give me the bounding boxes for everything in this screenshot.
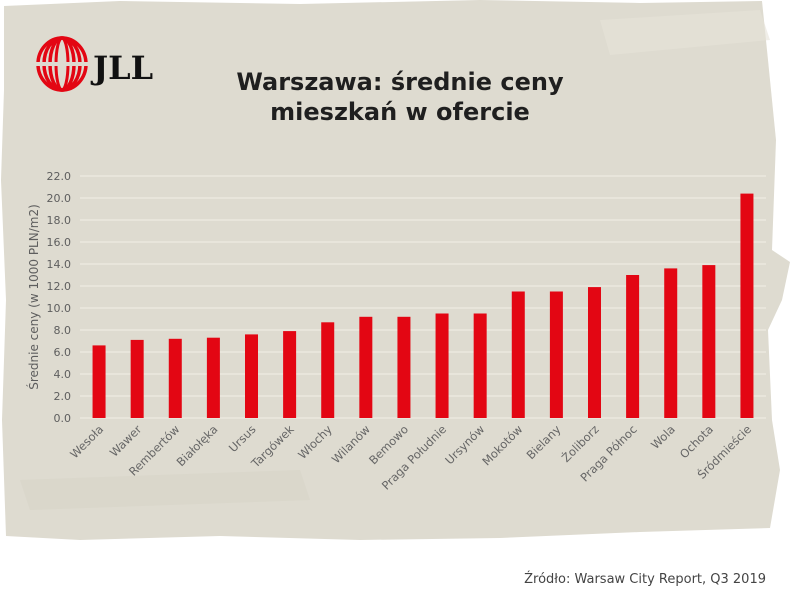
y-axis-ticks: 0.0 2.0 4.0 6.0 8.0 10.0 12.0 14.0 16.0 18.0 20.0 2… — [47, 170, 72, 425]
bar-9 — [435, 313, 449, 418]
bar-5 — [283, 331, 297, 418]
chart-title-line-1: Warszawa: średnie ceny — [236, 68, 564, 96]
bar-2 — [168, 338, 182, 418]
y-tick-label: 10.0 — [47, 302, 72, 315]
paper-streak — [600, 10, 770, 55]
bar-17 — [740, 193, 754, 418]
bar-6 — [321, 322, 335, 418]
y-tick-label: 0.0 — [54, 412, 72, 425]
bar-8 — [397, 316, 411, 418]
bars — [92, 193, 754, 418]
grid-lines — [80, 175, 766, 419]
bar-10 — [473, 313, 487, 418]
logo-wordmark: JLL — [90, 49, 153, 87]
y-tick-label: 4.0 — [54, 368, 72, 381]
bar-0 — [92, 345, 106, 418]
bar-1 — [130, 339, 144, 418]
bar-16 — [702, 265, 716, 418]
y-tick-label: 14.0 — [47, 258, 72, 271]
source-note: Źródło: Warsaw City Report, Q3 2019 — [524, 571, 766, 587]
bar-14 — [626, 275, 640, 418]
bar-15 — [664, 268, 678, 418]
bar-4 — [245, 334, 258, 418]
chart-title-line-2: mieszkań w ofercie — [270, 98, 530, 126]
y-tick-label: 12.0 — [47, 280, 72, 293]
y-tick-label: 8.0 — [54, 324, 72, 337]
y-tick-label: 6.0 — [54, 346, 72, 359]
y-tick-label: 18.0 — [47, 214, 72, 227]
y-tick-label: 16.0 — [47, 236, 72, 249]
y-axis-title: Średnie ceny (w 1000 PLN/m2) — [26, 204, 41, 390]
bar-12 — [549, 291, 563, 418]
jll-logo: JLL — [34, 36, 153, 92]
paper-streak — [20, 470, 310, 510]
y-tick-label: 22.0 — [47, 170, 72, 183]
logo-mark-icon — [34, 36, 90, 92]
bar-11 — [511, 291, 525, 418]
y-tick-label: 2.0 — [54, 390, 72, 403]
logo-mark-gap — [34, 62, 90, 66]
bar-13 — [588, 287, 601, 418]
y-tick-label: 20.0 — [47, 192, 72, 205]
bar-3 — [206, 337, 220, 418]
bar-7 — [359, 316, 373, 418]
